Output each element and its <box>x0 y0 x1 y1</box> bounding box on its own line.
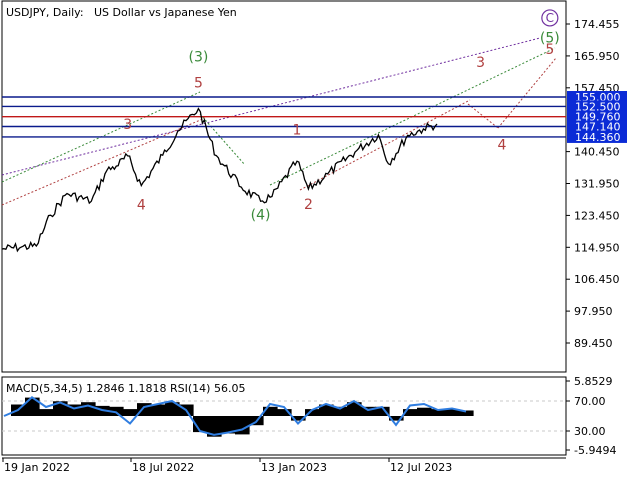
macd-bar <box>445 409 460 416</box>
wave-label: (5) <box>540 31 560 47</box>
macd-bar <box>375 406 390 416</box>
level-label: 144.360 <box>575 131 621 144</box>
y-tick-label: 174.455 <box>574 18 620 31</box>
macd-bar <box>389 416 404 421</box>
wave-label: C <box>546 11 554 25</box>
level-label: 147.140 <box>575 121 621 134</box>
y-tick-label: 89.450 <box>574 337 613 350</box>
chart-symbol: USDJPY, Daily: <box>6 6 84 19</box>
wave-label: 1 <box>293 123 302 139</box>
macd-bar <box>431 409 446 416</box>
projection-up <box>497 57 557 129</box>
wave-label: 4 <box>498 138 507 154</box>
macd-bar <box>123 409 138 416</box>
wave-label: 3 <box>476 55 485 71</box>
red-channel-line-2 <box>299 99 471 191</box>
wave-path-segment <box>199 113 246 166</box>
macd-bar <box>81 402 96 416</box>
projection-down <box>467 103 499 129</box>
red-channel-line <box>1 117 206 206</box>
sub-y-tick-label: 5.8529 <box>574 375 613 388</box>
macd-bar <box>319 404 334 416</box>
x-tick-label: 13 Jan 2023 <box>261 461 327 474</box>
level-label-box <box>567 100 627 113</box>
wave-label: 5 <box>194 76 203 92</box>
macd-bar <box>417 407 432 416</box>
price-line <box>1 107 438 253</box>
macd-bar <box>193 416 208 433</box>
macd-bar <box>25 397 40 416</box>
sub-y-tick-label: -5.9494 <box>574 444 616 457</box>
level-label-box <box>567 110 627 123</box>
y-tick-label: 165.950 <box>574 50 620 63</box>
level-label: 149.760 <box>575 111 621 124</box>
y-tick-label: 131.950 <box>574 178 620 191</box>
macd-bar <box>305 409 320 416</box>
wave-label: 2 <box>304 197 313 213</box>
macd-bar <box>459 410 474 416</box>
y-tick-label: 140.450 <box>574 146 620 159</box>
wave-label: (4) <box>251 208 271 224</box>
x-tick-label: 19 Jan 2022 <box>4 461 70 474</box>
x-tick-label: 12 Jul 2023 <box>390 461 452 474</box>
macd-bar <box>165 402 180 416</box>
main-pane-frame <box>1 0 567 373</box>
macd-bar <box>291 416 306 421</box>
y-tick-label: 114.950 <box>574 241 620 254</box>
macd-bar <box>151 404 166 416</box>
y-tick-label: 97.950 <box>574 305 613 318</box>
wave-label: 5 <box>545 42 554 58</box>
wave-c-circle <box>541 9 559 27</box>
level-label-box <box>567 120 627 133</box>
macd-bar <box>67 404 82 416</box>
macd-bar <box>347 402 362 416</box>
sub-pane-frame <box>1 376 567 456</box>
level-label-box <box>567 91 627 104</box>
macd-bar <box>403 409 418 416</box>
wave-label: 4 <box>137 198 146 214</box>
x-tick-label: 18 Jul 2022 <box>132 461 194 474</box>
macd-bar <box>235 416 250 435</box>
wave-label: (3) <box>189 49 209 65</box>
macd-bar <box>39 409 54 416</box>
macd-bar <box>361 406 376 416</box>
wave-label: 3 <box>123 117 132 133</box>
macd-bar <box>207 416 222 437</box>
level-label: 152.500 <box>575 100 621 113</box>
rsi-line <box>3 396 467 436</box>
indicator-title: MACD(5,34,5) 1.2846 1.1818 RSI(14) 56.05 <box>6 382 245 395</box>
macd-bar <box>221 416 236 434</box>
chart-description: US Dollar vs Japanese Yen <box>94 6 237 19</box>
macd-bar <box>263 406 278 416</box>
green-channel-line-2 <box>269 47 556 186</box>
y-tick-label: 106.450 <box>574 273 620 286</box>
macd-bar <box>333 406 348 416</box>
sub-y-tick-label: 30.00 <box>574 425 606 438</box>
level-label-box <box>567 130 627 143</box>
y-tick-label: 123.450 <box>574 209 620 222</box>
macd-bar <box>277 409 292 416</box>
sub-y-tick-label: 70.00 <box>574 395 606 408</box>
